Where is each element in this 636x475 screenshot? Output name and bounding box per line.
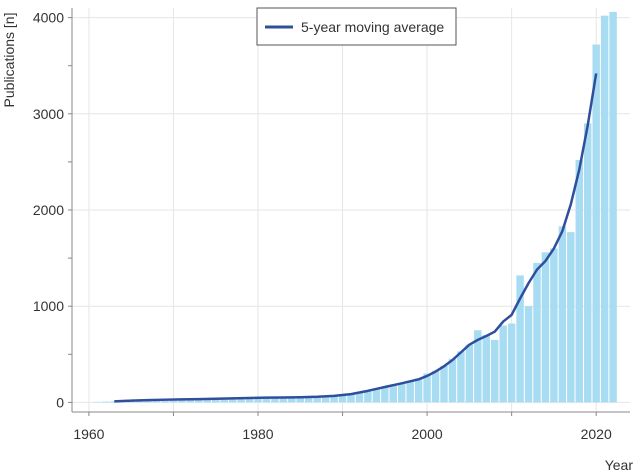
y-tick-label: 2000 [33,202,64,218]
bar [338,395,347,403]
x-tick-label: 2000 [412,426,443,442]
bar [313,396,321,403]
bar [592,44,600,403]
bar [347,394,355,403]
x-tick-label: 2020 [581,426,612,442]
bar [440,365,448,403]
bar [93,401,102,403]
y-axis-title: Publications [n] [1,13,17,108]
bar [533,262,541,403]
bar [178,399,186,403]
bar [195,399,203,403]
bar [389,385,397,403]
bar-layer [93,11,617,403]
bar [507,323,516,403]
bar [271,397,279,403]
bar [110,401,118,403]
bar [448,359,457,403]
bar [609,11,617,403]
bar [321,396,330,403]
bar [524,306,533,403]
x-tick-label: 1960 [73,426,104,442]
bar [245,397,254,403]
bar [550,248,558,403]
bar [423,373,431,403]
bar [169,399,178,403]
y-tick-label: 1000 [33,298,64,314]
bar [558,226,567,403]
bar [254,397,262,403]
legend: 5-year moving average [256,7,457,46]
bar [186,399,195,403]
bar [203,398,211,403]
bar [228,398,237,403]
bar [288,397,296,403]
moving-average-line [114,73,598,403]
bar [330,395,338,403]
bar [372,388,381,403]
bar [220,398,228,403]
bar [600,15,609,403]
grid-layer [72,8,630,412]
x-axis-title: Year [605,457,634,473]
y-tick-label: 0 [56,394,64,410]
bar [305,397,313,403]
bar [567,232,575,403]
legend-label: 5-year moving average [301,19,444,35]
bar [575,159,583,403]
bar [457,351,465,403]
bar [406,381,414,403]
bar [102,401,110,403]
bar [296,397,304,403]
bar [499,325,507,403]
axis-layer: 1960 1980 2000 2020 0 1000 2000 3000 4000 [33,8,630,442]
bar [161,399,169,403]
line-layer [114,73,598,403]
bar [584,123,592,403]
bar [516,275,524,403]
bar [431,370,440,403]
bar [491,339,499,403]
bar [237,398,245,403]
bar [474,330,482,403]
bar [262,397,271,403]
bar [355,392,364,403]
bar [482,335,490,403]
bar [398,383,406,403]
bar [414,378,423,403]
bar [212,398,220,403]
bar [381,386,389,403]
y-tick-label: 3000 [33,106,64,122]
bar [279,397,288,403]
bar [465,344,474,403]
bar [541,252,550,403]
bar [364,390,372,403]
y-tick-label: 4000 [33,10,64,26]
x-tick-label: 1980 [242,426,273,442]
